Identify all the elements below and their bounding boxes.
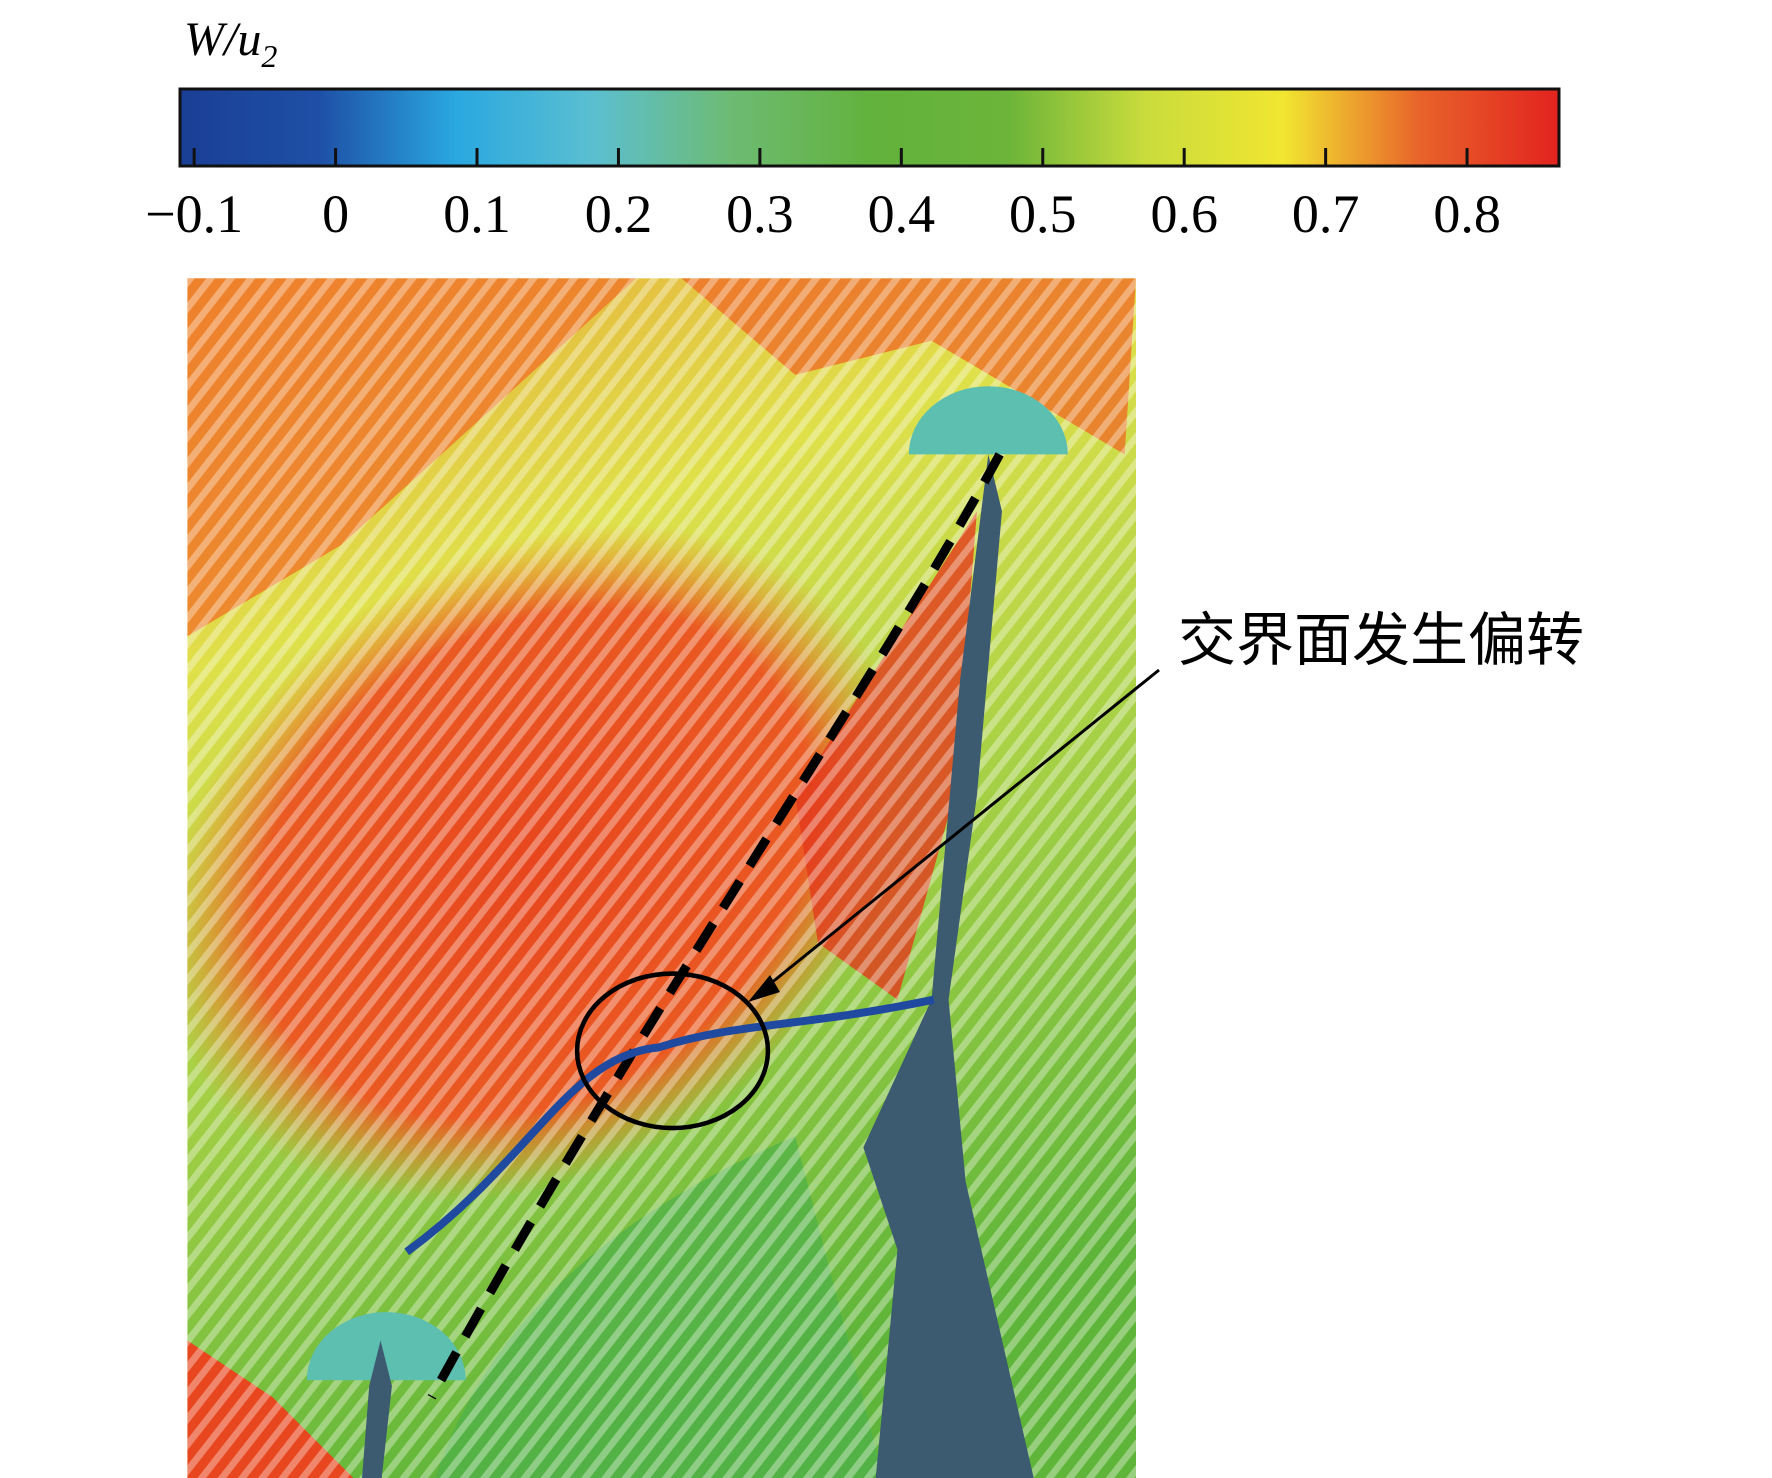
tick-label: −0.1 — [145, 184, 243, 244]
title-subscript: 2 — [261, 38, 277, 74]
tick-label: 0.1 — [443, 184, 511, 244]
interface-curve — [404, 995, 935, 1256]
title-main: W/u — [184, 13, 261, 66]
tick-label: 0.5 — [1009, 184, 1077, 244]
tick-label: 0.8 — [1433, 184, 1501, 244]
tick-label: 0 — [322, 184, 349, 244]
dashed-line — [427, 452, 1004, 1400]
annotation: 交界面发生偏转 — [1178, 606, 1584, 674]
blade — [362, 1340, 392, 1478]
arrow — [764, 668, 1160, 990]
blade-tip — [306, 1312, 466, 1381]
colorbar-bar — [178, 87, 1561, 168]
colorbar-title: W/u2 — [184, 13, 277, 74]
blade — [863, 454, 1034, 1478]
tick-label: 0.7 — [1292, 184, 1360, 244]
tick-label: 0.3 — [726, 184, 794, 244]
highlight-circle — [574, 971, 771, 1131]
tick-label: 0.6 — [1150, 184, 1218, 244]
tick-label: 0.2 — [585, 184, 653, 244]
blade-tip — [908, 386, 1068, 455]
flow-field — [187, 278, 1136, 1478]
arrow-head — [748, 975, 780, 1002]
colorbar: −0.1 0 0.1 0.2 0.3 0.4 0.5 0.6 0.7 0.8 — [145, 87, 1561, 244]
tick-label: 0.4 — [868, 184, 936, 244]
